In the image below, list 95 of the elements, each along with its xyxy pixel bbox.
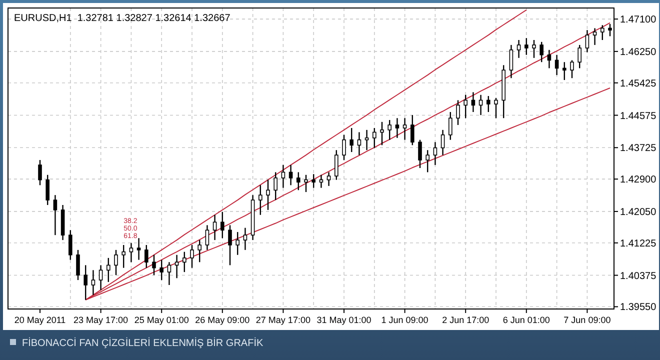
candlestick xyxy=(258,184,262,216)
y-tick-label: 1.40375 xyxy=(620,270,657,282)
candlestick xyxy=(281,164,286,188)
candlestick xyxy=(236,231,240,256)
candlestick xyxy=(380,121,384,146)
candlestick xyxy=(220,211,224,239)
x-tick-label: 1 Jun 09:00 xyxy=(381,315,428,325)
candlestick xyxy=(410,114,414,146)
candlestick xyxy=(152,254,156,276)
y-tick-label: 1.46250 xyxy=(620,46,657,58)
candlestick xyxy=(372,127,376,148)
text: EURUSD,H1 1.32781 1.32827 1.32614 1.32667 xyxy=(14,13,231,24)
candlestick xyxy=(326,172,331,187)
candlestick xyxy=(532,39,536,59)
y-tick-label: 1.44575 xyxy=(620,110,657,122)
candlestick xyxy=(144,244,148,268)
x-tick-label: 23 May 17:00 xyxy=(74,315,128,325)
candlestick xyxy=(296,172,300,191)
candlestick xyxy=(516,39,521,59)
candlestick xyxy=(471,92,476,113)
candlestick xyxy=(547,49,552,69)
candlestick xyxy=(334,150,338,180)
candlestick xyxy=(122,244,126,268)
candlestick xyxy=(53,194,58,236)
candlestick xyxy=(494,97,498,119)
candlestick xyxy=(46,174,50,206)
x-tick-label: 6 Jun 01:00 xyxy=(502,315,550,325)
candlestick xyxy=(448,111,452,140)
candlestick xyxy=(440,129,445,156)
candlestick xyxy=(478,94,483,116)
candlestick xyxy=(402,118,407,140)
candlestick xyxy=(76,249,80,281)
candlestick xyxy=(304,174,308,193)
candlestick xyxy=(198,239,202,263)
candlestick xyxy=(554,54,559,76)
candlestick xyxy=(562,62,566,81)
y-tick-label: 1.41225 xyxy=(620,238,657,250)
candlestick xyxy=(38,159,42,186)
candlestick xyxy=(98,264,103,291)
x-tick-label: 2 Jun 17:00 xyxy=(442,315,490,325)
candlestick xyxy=(84,264,88,300)
x-tick-label: 26 May 09:00 xyxy=(195,315,250,325)
candlestick xyxy=(608,23,612,37)
candlestick xyxy=(160,259,164,281)
candlestick xyxy=(592,28,597,46)
candlestick xyxy=(357,132,362,156)
candlestick xyxy=(190,244,194,268)
candlestick xyxy=(350,127,354,153)
candlestick xyxy=(486,95,490,113)
y-tick-label: 1.47100 xyxy=(620,14,657,26)
candlestick xyxy=(388,119,392,140)
candlestick xyxy=(68,230,72,260)
candlestick xyxy=(456,100,460,126)
y-tick-label: 1.43725 xyxy=(620,143,657,154)
x-tick-label: 27 May 17:00 xyxy=(256,315,310,325)
candlestick xyxy=(433,142,438,166)
candlestick xyxy=(509,44,514,79)
candlestick xyxy=(174,254,179,279)
candlestick xyxy=(464,94,468,119)
candlestick xyxy=(570,60,574,79)
candlestick xyxy=(136,238,141,260)
candlestick xyxy=(91,270,96,296)
candlestick xyxy=(578,44,582,69)
candlestick xyxy=(106,257,110,283)
candlestick xyxy=(418,139,422,169)
candlestick xyxy=(274,172,278,201)
candlestick xyxy=(182,251,186,273)
x-tick-label: 31 May 01:00 xyxy=(316,315,372,325)
candlestick xyxy=(364,129,369,151)
y-tick-label: 1.45425 xyxy=(620,78,657,90)
candlestick xyxy=(167,262,172,286)
x-tick-label: 25 May 01:00 xyxy=(134,315,189,325)
candlestick xyxy=(228,224,232,266)
candlestick xyxy=(266,179,270,211)
candlestick xyxy=(212,214,217,241)
candlestick xyxy=(243,227,248,251)
candlestick xyxy=(288,164,293,186)
y-tick-label: 1.39550 xyxy=(620,302,657,314)
candlestick xyxy=(312,174,316,188)
candlestick xyxy=(205,224,210,251)
y-tick-label: 1.42900 xyxy=(620,174,657,186)
candlestick xyxy=(395,118,400,139)
candlestick xyxy=(600,24,604,41)
candlestick xyxy=(426,150,430,173)
x-tick-label: 20 May 2011 xyxy=(14,315,66,325)
candlestick xyxy=(540,41,544,63)
candlestick xyxy=(319,174,324,188)
candlestick xyxy=(114,249,118,276)
y-tick-label: 1.42050 xyxy=(620,206,657,218)
text: FİBONACCİ FAN ÇİZGİLERİ EKLENMİŞ BİR GRAFİK xyxy=(22,337,264,349)
candlestick xyxy=(342,134,346,161)
x-tick-label: 7 Jun 09:00 xyxy=(564,315,611,325)
candlestick xyxy=(129,242,134,263)
candlestick xyxy=(585,30,590,53)
candlestick xyxy=(524,38,528,56)
